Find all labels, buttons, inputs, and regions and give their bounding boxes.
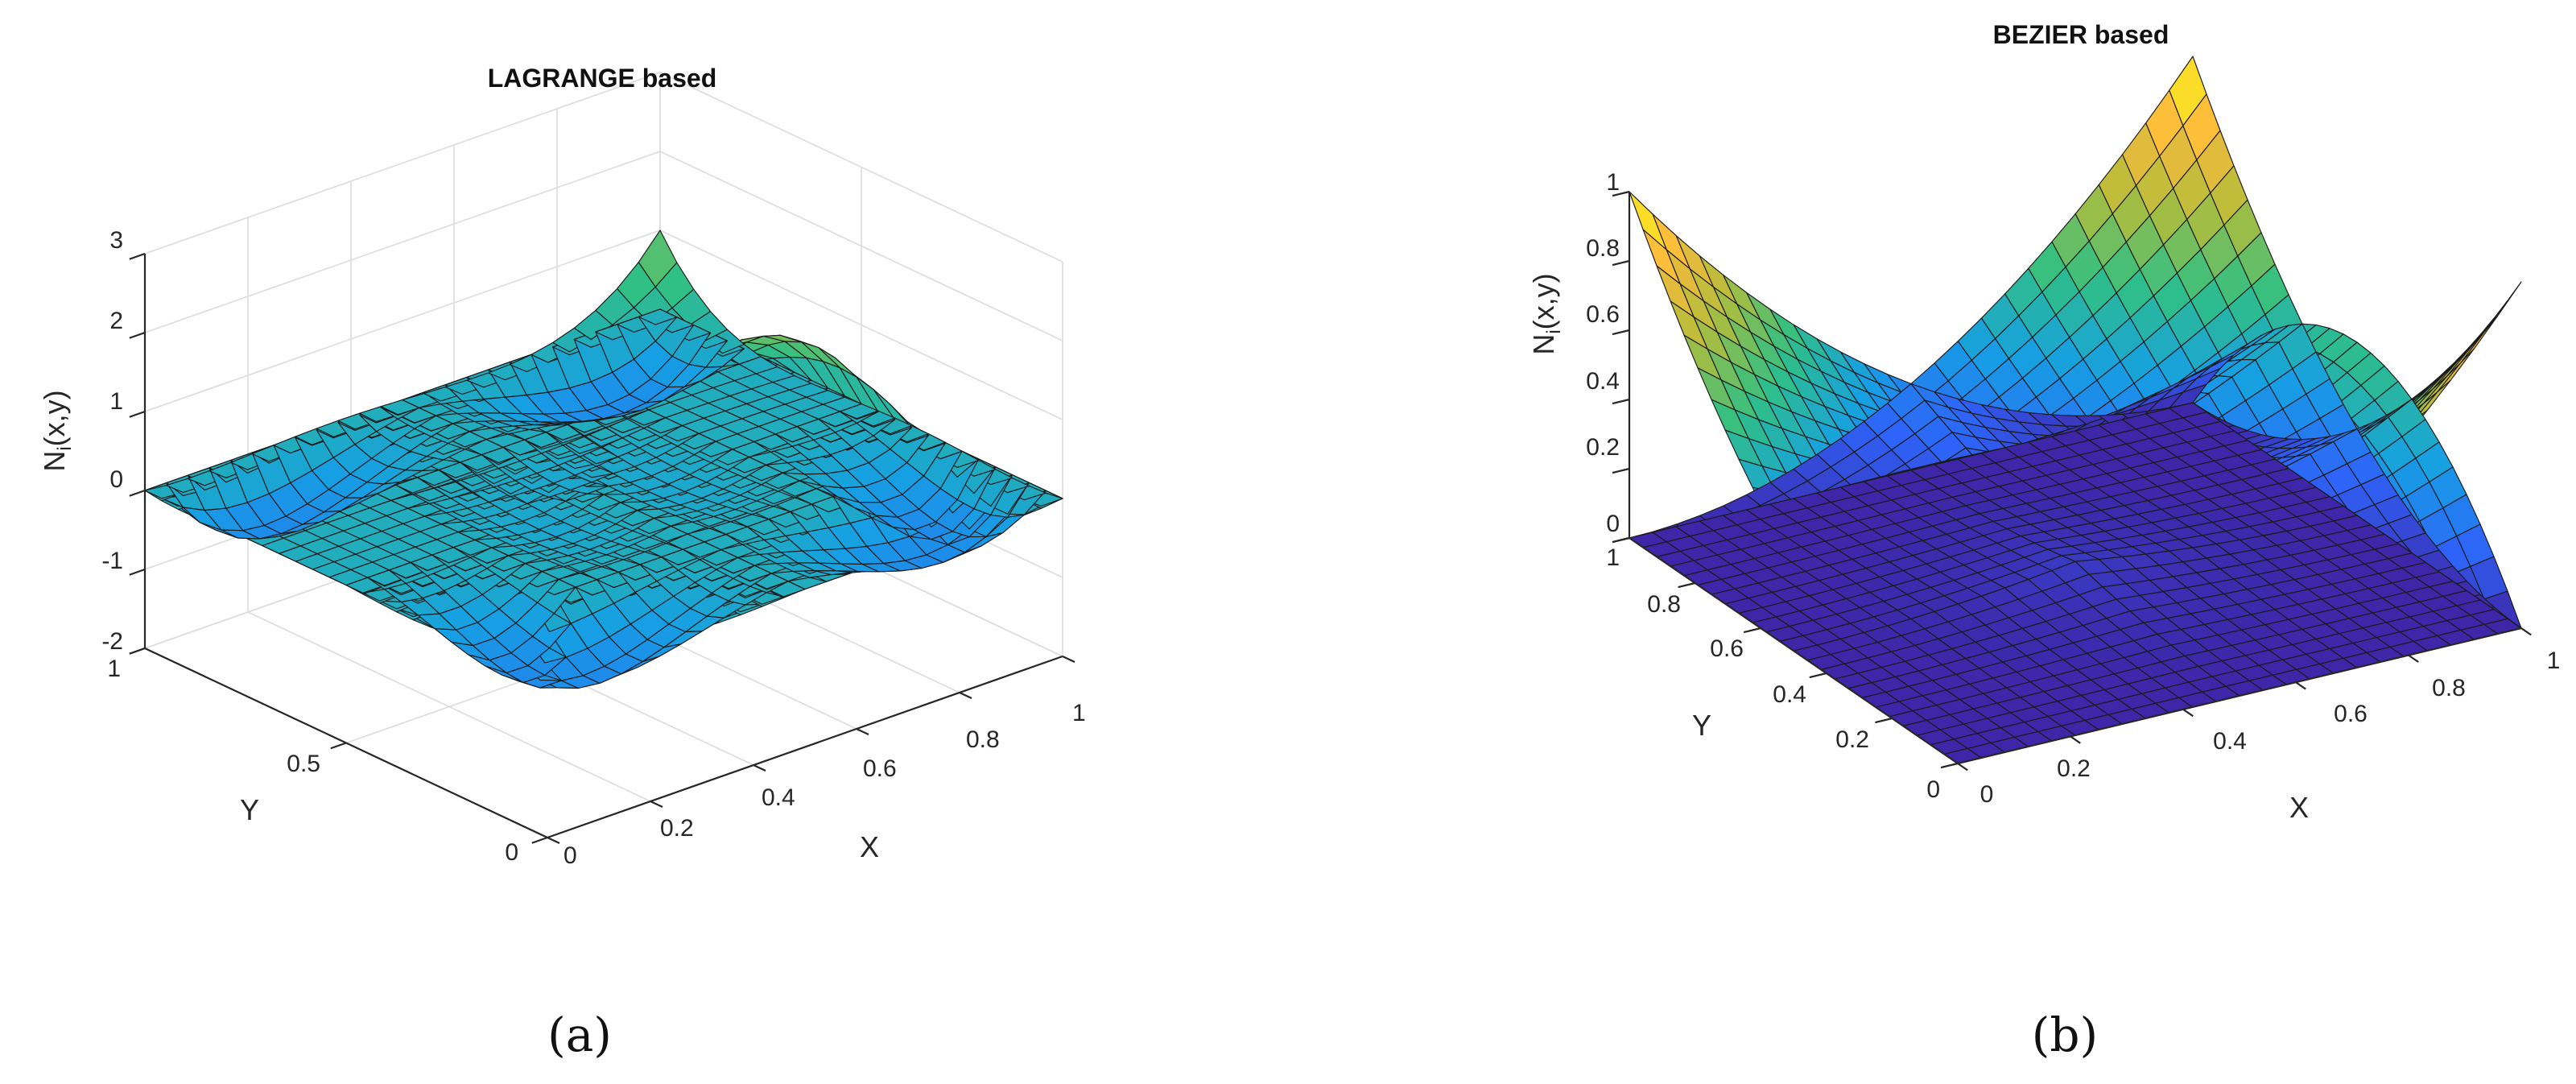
x-tick-mark <box>753 764 766 772</box>
z-tick-mark <box>129 331 146 339</box>
panel-a-x-tick: 0.6 <box>863 755 897 782</box>
z-tick-mark <box>129 647 146 655</box>
panel-a-y-tick: 0.5 <box>287 751 320 777</box>
x-tick-mark <box>959 692 972 700</box>
x-tick-mark <box>856 728 869 736</box>
z-tick-mark <box>129 489 146 497</box>
z-tick-mark <box>129 568 146 576</box>
panel-a-z-tick: -2 <box>101 628 123 655</box>
panel-a-surface <box>144 230 1063 689</box>
panel-a-x-label: X <box>860 830 879 863</box>
y-tick-mark <box>330 742 347 750</box>
y-tick-mark <box>531 836 548 844</box>
panel-a-z-tick: 0 <box>109 466 123 493</box>
x-tick-mark <box>650 801 663 809</box>
panel-a-y-tick: 0 <box>505 839 518 866</box>
panel-a-z-tick: -1 <box>101 548 123 574</box>
gridline <box>144 72 1063 263</box>
z-tick-mark <box>129 410 146 418</box>
panel-a-z-label: Ni(x,y) <box>38 390 76 471</box>
panel-a-caption: (a) <box>547 1007 612 1062</box>
panel-a-x-tick: 0.8 <box>966 726 1000 753</box>
panel-a-x-tick: 0.2 <box>660 815 694 842</box>
panel-a-y-label: Y <box>240 793 259 826</box>
panel-a-z-tick: 3 <box>109 227 123 254</box>
panel-a-x-tick: 1 <box>1072 700 1086 726</box>
x-tick-mark <box>1062 656 1075 664</box>
z-tick-mark <box>129 252 146 260</box>
panel-a-z-tick: 1 <box>109 388 123 415</box>
panel-b-surface <box>1629 56 2522 764</box>
panel-a-lagrange: LAGRANGE based 3 2 1 0 -1 -2 1 0.5 0 0 0… <box>38 64 1086 1062</box>
panel-a-z-tick: 2 <box>109 308 123 334</box>
panel-a-x-tick: 0.4 <box>762 784 795 811</box>
x-tick-mark <box>547 837 560 845</box>
panel-a-x-tick: 0 <box>564 842 577 869</box>
panel-a-y-tick: 1 <box>107 656 121 682</box>
panel-a-title: LAGRANGE based <box>488 64 716 93</box>
panel-b-bezier: BEZIER based 1 0.8 0.6 0.4 0.2 0 1 0.8 0… <box>1527 20 2560 1062</box>
